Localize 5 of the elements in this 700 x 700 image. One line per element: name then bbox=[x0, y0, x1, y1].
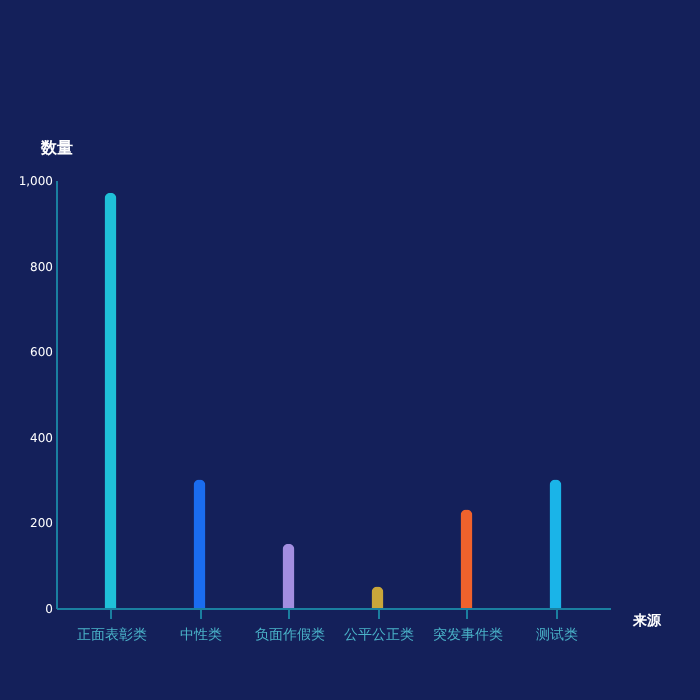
bar bbox=[460, 509, 473, 608]
bar bbox=[193, 479, 206, 608]
y-axis-title: 数量 bbox=[39, 139, 73, 157]
bar bbox=[104, 192, 117, 608]
bar bbox=[549, 479, 562, 608]
